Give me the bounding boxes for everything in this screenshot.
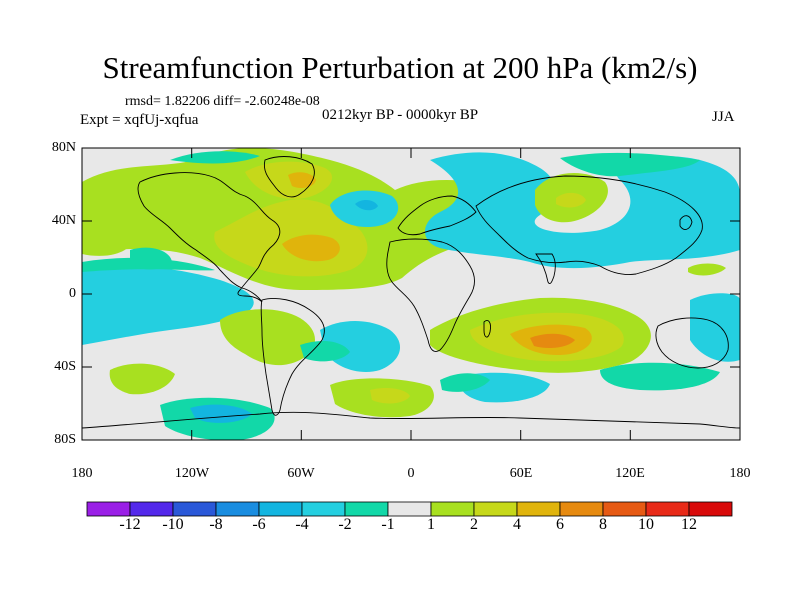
lon-label-180w: 180 (71, 466, 93, 481)
coastline-india (535, 253, 556, 285)
coastline-japan (679, 215, 693, 230)
colorbar-label: -12 (119, 516, 141, 533)
contour-pos-north-pacific (82, 235, 130, 256)
contour-neg-tropical-pacific (82, 266, 254, 345)
colorbar-label: -8 (209, 516, 223, 533)
contour-6-greenland (288, 172, 316, 188)
lat-label-80n: 80N (51, 140, 76, 155)
lon-label-120e: 120E (615, 466, 645, 481)
lat-label-40n: 40N (51, 213, 76, 228)
colorbar-label: 2 (470, 516, 478, 533)
colorbar-label: 8 (599, 516, 607, 533)
colorbar-label: 4 (513, 516, 521, 533)
coastline-asia (475, 175, 703, 275)
contour-neg-indian-ocean (600, 362, 720, 391)
coastline-north-america (137, 172, 281, 303)
lon-label-120w: 120W (174, 466, 210, 481)
colorbar-label: 1 (427, 516, 435, 533)
contour-neg-south-america (320, 321, 401, 372)
colorbar-label: -4 (295, 516, 309, 533)
colorbar-swatch (387, 501, 432, 517)
lat-label-80s: 80S (54, 432, 76, 447)
contour-neg-south-africa-outer (440, 373, 490, 392)
colorbar-swatch (430, 501, 475, 517)
season-label: JJA (712, 109, 735, 125)
axis-ticks (81, 147, 741, 441)
coastlines (82, 156, 740, 429)
contour-neg-south-america-outer (300, 340, 350, 362)
colorbar-label: -2 (338, 516, 352, 533)
map-title: Streamfunction Perturbation at 200 hPa (… (102, 50, 698, 85)
colorbar-swatch (559, 501, 604, 517)
contour-neg-ne-atlantic-core (355, 200, 378, 211)
colorbar-swatch (516, 501, 561, 517)
coastline-africa (386, 238, 475, 352)
coastline-south-america (260, 298, 325, 416)
colorbar-swatch (645, 501, 690, 517)
contour-neg-east-pacific (130, 247, 172, 270)
coastline-australia (655, 317, 729, 369)
experiment-label: Expt = xqfUj-xqfua (80, 112, 199, 128)
contour-pos-asia-core (556, 192, 586, 208)
coastline-europe (397, 195, 477, 236)
stats-label: rmsd= 1.82206 diff= -2.60248e-08 (125, 94, 320, 109)
coastline-greenland (263, 156, 315, 198)
period-label: 0212kyr BP - 0000kyr BP (322, 107, 479, 123)
colorbar-swatch (86, 501, 131, 517)
colorbar (86, 501, 733, 517)
colorbar-swatch (473, 501, 518, 517)
lon-label-60w: 60W (287, 466, 315, 481)
colorbar-swatch (301, 501, 346, 517)
coastline-madagascar (483, 320, 491, 338)
colorbar-label: -1 (381, 516, 395, 533)
colorbar-label: -6 (252, 516, 266, 533)
contour-neg-west-pacific-right (690, 293, 740, 362)
lon-label-0: 0 (407, 466, 415, 481)
contour-pos-south-pacific (109, 363, 175, 395)
contour-neg-arctic (170, 151, 260, 164)
lat-label-40s: 40S (54, 359, 76, 374)
contour-orange-greenland (245, 161, 333, 199)
colorbar-swatch (129, 501, 174, 517)
lat-label-eq: 0 (69, 286, 76, 301)
colorbar-label: -10 (162, 516, 184, 533)
lon-label-180e: 180 (729, 466, 751, 481)
contour-8-indian-ocean (530, 333, 575, 348)
colorbar-swatch (172, 501, 217, 517)
contour-6-north-atlantic (282, 234, 340, 262)
lon-label-60e: 60E (509, 466, 533, 481)
colorbar-label: 6 (556, 516, 564, 533)
colorbar-swatch (215, 501, 260, 517)
contour-pos-south-atlantic-low-core (370, 388, 410, 404)
contour-neg-asia-pacific-outer (560, 152, 700, 177)
colorbar-swatch (688, 501, 733, 517)
contour-pos-south-atlantic (220, 309, 315, 366)
colorbar-swatch (258, 501, 303, 517)
colorbar-label: 12 (681, 516, 697, 533)
contour-pos-west-pacific-small (688, 263, 726, 276)
colorbar-swatch (602, 501, 647, 517)
colorbar-label: 10 (638, 516, 654, 533)
coastline-antarctica (82, 411, 740, 429)
colorbar-swatch (344, 501, 389, 517)
